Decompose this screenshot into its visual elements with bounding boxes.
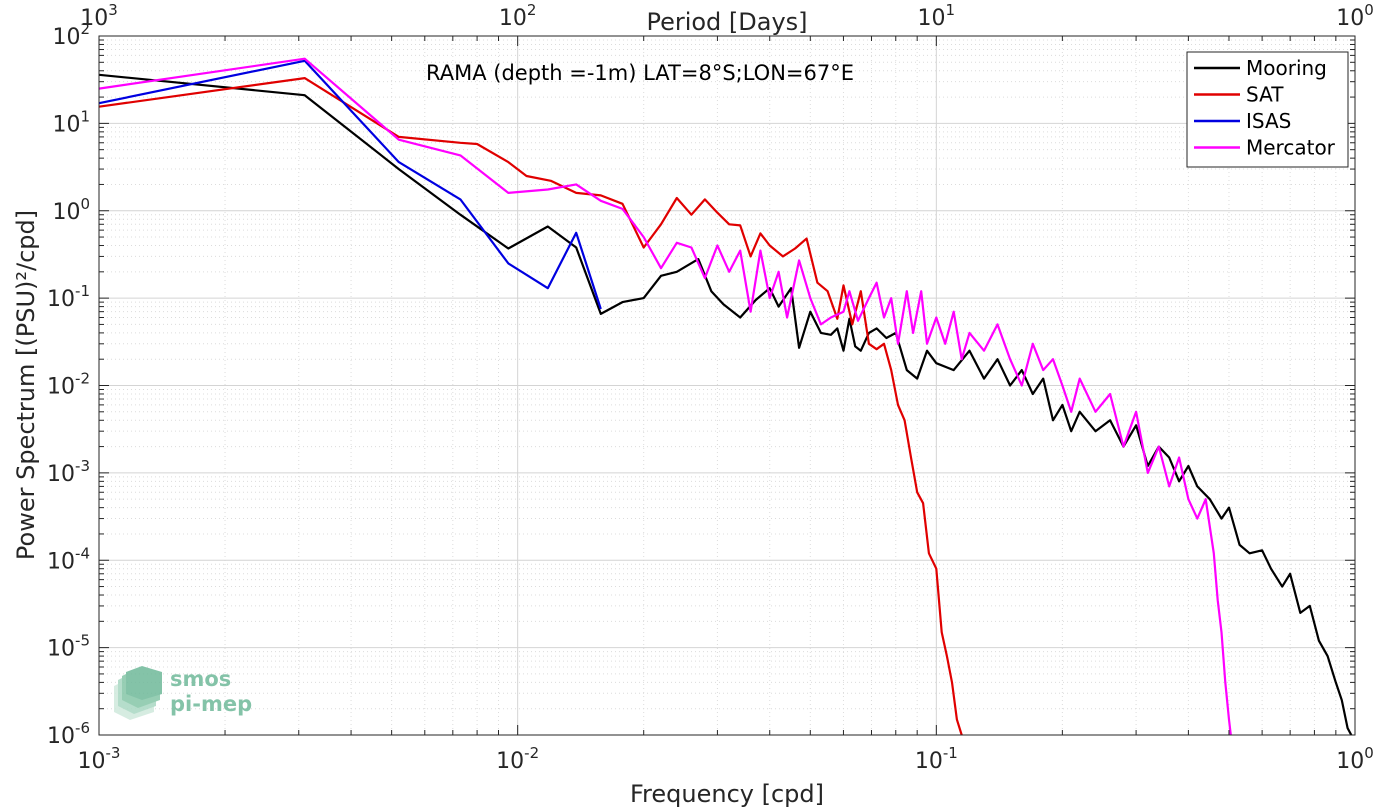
tick-marks: [98, 35, 1356, 736]
top-axis-title: Period [Days]: [646, 8, 807, 36]
series-line-mercator: [98, 57, 1232, 736]
top-tick-label: 103: [80, 1, 118, 31]
logo-mark: [114, 666, 162, 720]
logo-line-2: pi-mep: [170, 692, 252, 716]
series-line-sat: [98, 76, 963, 736]
x-tick-label: 10-2: [496, 744, 539, 774]
series-layer: [98, 57, 1353, 736]
y-tick-label: 10-3: [47, 457, 90, 487]
x-tick-labels: 10-3 10-2 10-1 100: [78, 744, 1374, 774]
chart-title: RAMA (depth =-1m) LAT=8°S;LON=67°E: [426, 61, 854, 85]
y-tick-label: 10-1: [47, 282, 90, 312]
series-line-isas: [98, 59, 602, 310]
x-axis-title: Frequency [cpd]: [630, 780, 824, 808]
x-tick-label: 10-3: [78, 744, 121, 774]
y-axis-title: Power Spectrum [(PSU)²/cpd]: [12, 210, 40, 560]
x-tick-label: 10-1: [915, 744, 958, 774]
smos-logo: smos pi-mep: [114, 666, 252, 720]
logo-line-1: smos: [170, 667, 231, 691]
legend-label-sat: SAT: [1246, 83, 1284, 107]
top-tick-labels: 103 102 101 100: [80, 1, 1374, 31]
top-tick-label: 100: [1336, 1, 1374, 31]
legend-label-mooring: Mooring: [1246, 56, 1327, 80]
legend-label-mercator: Mercator: [1246, 136, 1336, 160]
legend-label-isas: ISAS: [1246, 109, 1291, 133]
